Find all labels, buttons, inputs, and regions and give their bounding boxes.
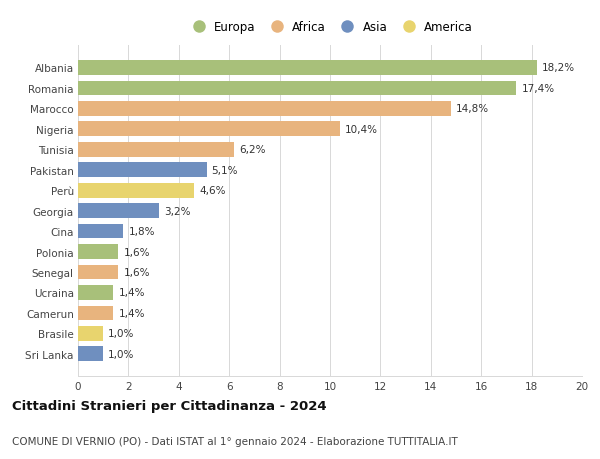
Text: 1,4%: 1,4% (118, 308, 145, 318)
Text: 14,8%: 14,8% (456, 104, 489, 114)
Text: 5,1%: 5,1% (212, 165, 238, 175)
Text: 1,0%: 1,0% (108, 349, 134, 359)
Bar (78, 204, 158, 218)
Bar (78, 245, 118, 259)
Bar (78, 81, 517, 96)
Bar (78, 184, 194, 198)
Bar (78, 306, 113, 320)
Text: COMUNE DI VERNIO (PO) - Dati ISTAT al 1° gennaio 2024 - Elaborazione TUTTITALIA.: COMUNE DI VERNIO (PO) - Dati ISTAT al 1°… (12, 436, 458, 446)
Bar (78, 265, 118, 280)
Text: 17,4%: 17,4% (521, 84, 554, 94)
Bar (78, 143, 234, 157)
Text: 3,2%: 3,2% (164, 206, 190, 216)
Text: 1,6%: 1,6% (124, 247, 150, 257)
Text: 1,6%: 1,6% (124, 268, 150, 277)
Bar (78, 224, 124, 239)
Legend: Europa, Africa, Asia, America: Europa, Africa, Asia, America (185, 19, 475, 36)
Bar (78, 285, 113, 300)
Text: 10,4%: 10,4% (345, 124, 378, 134)
Bar (78, 347, 103, 361)
Bar (78, 102, 451, 117)
Bar (78, 61, 536, 76)
Text: 4,6%: 4,6% (199, 186, 226, 196)
Text: 1,0%: 1,0% (108, 329, 134, 339)
Text: 1,8%: 1,8% (128, 227, 155, 236)
Text: 18,2%: 18,2% (542, 63, 575, 73)
Text: 6,2%: 6,2% (239, 145, 266, 155)
Bar (78, 326, 103, 341)
Bar (78, 122, 340, 137)
Bar (78, 163, 206, 178)
Text: Cittadini Stranieri per Cittadinanza - 2024: Cittadini Stranieri per Cittadinanza - 2… (12, 399, 326, 412)
Text: 1,4%: 1,4% (118, 288, 145, 298)
